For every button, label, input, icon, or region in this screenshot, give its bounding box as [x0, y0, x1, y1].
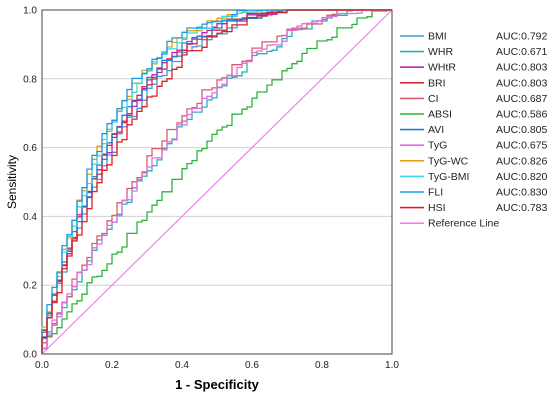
plot-frame	[41, 9, 393, 355]
x-tick-label: 1.0	[385, 360, 399, 371]
roc-curve-hsi	[41, 9, 392, 354]
roc-curves	[41, 9, 393, 355]
y-tick-label: 0.0	[23, 350, 37, 361]
legend-label: WHtR	[428, 62, 456, 74]
legend-label: WHR	[428, 46, 453, 58]
reference-line	[41, 9, 393, 355]
x-tick-label: 0.6	[245, 360, 259, 371]
grid-lines	[42, 78, 392, 286]
roc-curve-tyg	[41, 9, 392, 354]
x-axis-ticks: 0.0 0.2 0.4 0.6 0.8 1.0	[35, 360, 399, 371]
roc-curve-absi	[41, 9, 392, 354]
legend-label: TyG-WC	[428, 155, 469, 167]
legend-label: BRI	[428, 77, 446, 89]
y-tick-label: 0.6	[23, 143, 37, 154]
legend-auc-value: AUC:0.826	[496, 155, 548, 167]
legend-auc-value: AUC:0.805	[496, 124, 548, 136]
x-tick-label: 0.0	[35, 360, 49, 371]
y-axis-ticks: 0.0 0.2 0.4 0.6 0.8 1.0	[23, 6, 37, 361]
legend-label: AVI	[428, 124, 444, 136]
legend-auc-value: AUC:0.792	[496, 31, 548, 43]
legend-label: Reference Line	[428, 218, 499, 230]
x-tick-label: 0.2	[105, 360, 119, 371]
legend-auc-value: AUC:0.687	[496, 93, 548, 105]
legend-auc-value: AUC:0.783	[496, 202, 548, 214]
legend-label: ABSI	[428, 109, 452, 121]
legend-auc-value: AUC:0.803	[496, 62, 548, 74]
legend-label: FLI	[428, 187, 443, 199]
x-tick-label: 0.4	[175, 360, 189, 371]
legend-label: CI	[428, 93, 439, 105]
legend-label: TyG-BMI	[428, 171, 469, 183]
y-tick-label: 1.0	[23, 6, 37, 17]
y-tick-label: 0.4	[23, 212, 37, 223]
legend-auc-value: AUC:0.675	[496, 140, 548, 152]
y-tick-label: 0.8	[23, 74, 37, 85]
legend-label: TyG	[428, 140, 447, 152]
y-tick-label: 0.2	[23, 281, 37, 292]
legend-auc-value: AUC:0.671	[496, 46, 548, 58]
legend-auc-value: AUC:0.830	[496, 187, 548, 199]
legend: BMI AUC:0.792 WHR AUC:0.671 WHtR AUC:0.803 BRI…	[400, 31, 548, 230]
x-axis-title: 1 - Specificity	[175, 377, 260, 392]
legend-auc-value: AUC:0.586	[496, 109, 548, 121]
legend-label: HSI	[428, 202, 446, 214]
legend-auc-value: AUC:0.803	[496, 77, 548, 89]
legend-auc-value: AUC:0.820	[496, 171, 548, 183]
legend-label: BMI	[428, 31, 447, 43]
x-tick-label: 0.8	[315, 360, 329, 371]
y-axis-title: Sensitivity	[5, 155, 19, 209]
